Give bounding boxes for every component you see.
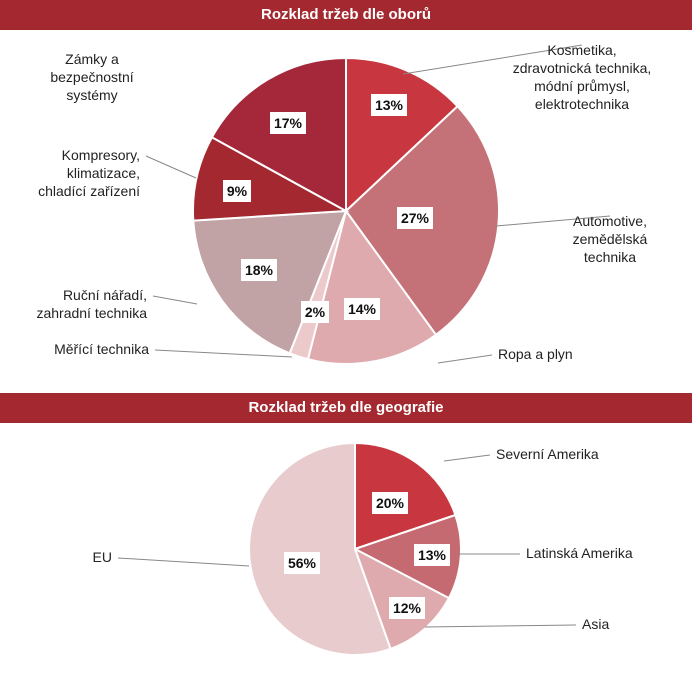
percent-box — [414, 544, 450, 566]
percent-label: 20% — [372, 492, 408, 514]
pie-slice — [248, 441, 392, 656]
percent-label: 56% — [284, 552, 320, 574]
percent-box — [372, 492, 408, 514]
slice-label: Latinská Amerika — [526, 545, 633, 561]
percent-box — [397, 207, 433, 229]
pie-slice — [306, 208, 438, 365]
percent-label: 18% — [241, 259, 277, 281]
slice-label: Asia — [582, 616, 609, 632]
percent-text: 27% — [401, 210, 430, 226]
percent-label: 17% — [270, 112, 306, 134]
pie-slice — [352, 513, 462, 600]
percent-box — [301, 301, 329, 323]
percent-text: 13% — [418, 547, 447, 563]
percent-label: 27% — [397, 207, 433, 229]
sector-pie-chart: Kosmetika, zdravotnická technika, módní pr… — [36, 42, 652, 365]
percent-text: 18% — [245, 262, 274, 278]
leader-line — [495, 215, 611, 227]
leader-line — [437, 354, 493, 364]
percent-box — [344, 298, 380, 320]
slice-label: Ruční nářadí, zahradní technika — [36, 287, 147, 321]
pie-slice — [192, 209, 348, 355]
percent-text: 12% — [393, 600, 422, 616]
percent-box — [223, 180, 251, 202]
percent-label: 2% — [301, 301, 329, 323]
percent-box — [389, 597, 425, 619]
pie-slices — [192, 56, 500, 365]
percent-text: 56% — [288, 555, 317, 571]
slice-label: Severní Amerika — [496, 446, 599, 462]
slice-label: EU — [93, 549, 112, 565]
leader-line — [402, 44, 583, 75]
slice-label: Kompresory, klimatizace, chladící zařízení — [38, 147, 140, 199]
percent-label: 9% — [223, 180, 251, 202]
percent-text: 20% — [376, 495, 405, 511]
slice-label: Zámky a bezpečnostní systémy — [50, 51, 133, 103]
percent-label: 13% — [371, 94, 407, 116]
chart-title-geography: Rozklad tržeb dle geografie — [0, 393, 692, 423]
leader-line — [117, 557, 250, 567]
percent-label: 12% — [389, 597, 425, 619]
percent-box — [371, 94, 407, 116]
leader-line — [145, 155, 197, 179]
slice-label: Kosmetika, zdravotnická technika, módní pr… — [513, 42, 652, 112]
percent-label: 14% — [344, 298, 380, 320]
slice-label: Měřící technika — [54, 341, 149, 357]
slice-label: Ropa a plyn — [498, 346, 573, 362]
percent-box — [284, 552, 320, 574]
percent-text: 14% — [348, 301, 377, 317]
leader-line — [443, 454, 491, 462]
pie-slice — [210, 56, 347, 213]
leader-line — [152, 295, 198, 305]
percent-text: 2% — [305, 304, 326, 320]
chart-title-sectors: Rozklad tržeb dle oborů — [0, 0, 692, 30]
percent-box — [241, 259, 277, 281]
percent-box — [270, 112, 306, 134]
percent-label: 13% — [414, 544, 450, 566]
geography-pie-chart: Severní Amerika 20% Latinská Amerika 13% Asi… — [93, 441, 633, 656]
percent-text: 9% — [227, 183, 248, 199]
percent-text: 17% — [274, 115, 303, 131]
leader-line — [424, 624, 577, 628]
leader-line — [154, 349, 293, 358]
percent-text: 13% — [375, 97, 404, 113]
slice-label: Automotive, zemědělská technika — [573, 213, 648, 265]
